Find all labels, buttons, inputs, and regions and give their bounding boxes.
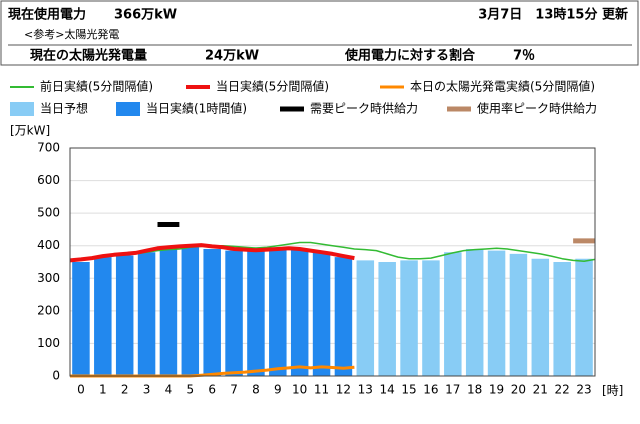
x-tick-label: 15 <box>401 383 416 397</box>
y-tick-label: 0 <box>52 369 60 383</box>
bar <box>509 253 528 376</box>
bar <box>312 252 331 376</box>
ratio-label: 使用電力に対する割合 <box>344 48 476 64</box>
ratio-value: 7％ <box>513 49 535 64</box>
x-tick-label: 19 <box>489 383 504 397</box>
bar <box>465 248 484 376</box>
legend-label: 当日予想 <box>40 101 88 116</box>
x-tick-label: 18 <box>467 383 482 397</box>
y-tick-label: 300 <box>37 271 60 285</box>
usage-value: 366万kW <box>114 8 177 23</box>
y-tick-label: 400 <box>37 238 60 252</box>
x-tick-label: 8 <box>252 383 260 397</box>
bar <box>72 262 90 376</box>
x-tick-label: 1 <box>99 383 107 397</box>
legend-label: 本日の太陽光発電実績(5分間隔値) <box>410 79 595 94</box>
x-tick-label: 14 <box>380 383 395 397</box>
bar <box>269 247 287 376</box>
x-tick-label: 6 <box>208 383 216 397</box>
x-tick-label: 22 <box>555 383 570 397</box>
bar <box>553 262 571 376</box>
x-tick-label: 20 <box>511 383 526 397</box>
line <box>70 241 596 263</box>
plot-frame <box>69 147 596 377</box>
bar <box>356 260 375 376</box>
legend-label: 当日実績(5分間隔値) <box>216 79 329 94</box>
x-tick-label: 2 <box>121 383 129 397</box>
bar <box>225 250 243 376</box>
y-tick-label: 500 <box>37 206 60 220</box>
x-tick-label: 16 <box>423 383 438 397</box>
solar-label: 現在の太陽光発電量 <box>30 48 147 64</box>
bar <box>422 260 440 376</box>
legend-label: 当日実績(1時間値) <box>146 101 247 116</box>
bar <box>575 258 593 376</box>
y-tick-label: 200 <box>37 303 60 317</box>
x-tick-label: 23 <box>576 383 591 397</box>
solar-value: 24万kW <box>205 49 259 64</box>
x-tick-label: 12 <box>336 383 351 397</box>
header-box <box>0 0 639 66</box>
bar <box>115 255 134 376</box>
bar <box>400 260 418 376</box>
line <box>69 243 355 263</box>
bar <box>247 248 265 376</box>
bar <box>137 252 156 376</box>
legend-label: 需要ピーク時供給力 <box>310 102 418 116</box>
bar <box>378 262 396 376</box>
x-tick-label: 3 <box>143 383 151 397</box>
x-tick-label: 9 <box>274 383 282 397</box>
x-tick-label: 17 <box>445 383 460 397</box>
x-unit: [時] <box>602 384 623 398</box>
usage-label: 現在使用電力 <box>8 7 86 23</box>
bar <box>487 250 506 376</box>
bar <box>334 257 353 376</box>
y-tick-label: 700 <box>37 141 60 155</box>
bar <box>290 248 309 376</box>
updated: 3月7日 13時15分 更新 <box>478 7 628 23</box>
y-tick-label: 100 <box>37 336 60 350</box>
bar <box>531 258 550 376</box>
bar <box>444 252 462 376</box>
y-unit: [万kW] <box>10 124 50 138</box>
x-tick-label: 13 <box>358 383 373 397</box>
bar <box>203 248 221 376</box>
legend-label: 前日実績(5分間隔値) <box>40 79 153 94</box>
y-tick-label: 600 <box>37 173 60 187</box>
x-tick-label: 21 <box>533 383 548 397</box>
legend-label: 使用率ピーク時供給力 <box>477 101 597 116</box>
x-tick-label: 0 <box>77 383 85 397</box>
x-tick-label: 7 <box>230 383 238 397</box>
legend-swatch <box>116 102 140 116</box>
x-tick-label: 5 <box>186 383 194 397</box>
x-tick-label: 11 <box>314 383 329 397</box>
bar <box>181 247 200 376</box>
legend-swatch <box>10 102 34 116</box>
bar <box>94 257 112 376</box>
x-tick-label: 10 <box>292 383 307 397</box>
bar <box>159 248 178 376</box>
x-tick-label: 4 <box>165 383 173 397</box>
ref-label: <参考>太陽光発電 <box>24 27 119 41</box>
